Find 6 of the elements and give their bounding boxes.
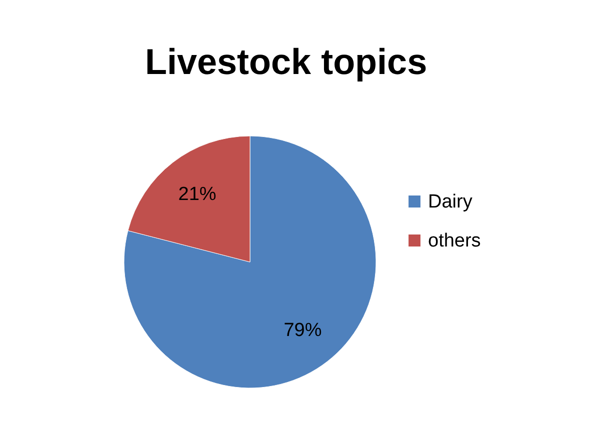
data-label: 79% [284, 320, 322, 341]
legend-label: Dairy [428, 192, 473, 212]
data-label: 21% [178, 184, 216, 206]
chart-title: Livestock topics [145, 41, 428, 82]
legend-label: others [428, 230, 481, 252]
pie-slice [124, 136, 376, 388]
